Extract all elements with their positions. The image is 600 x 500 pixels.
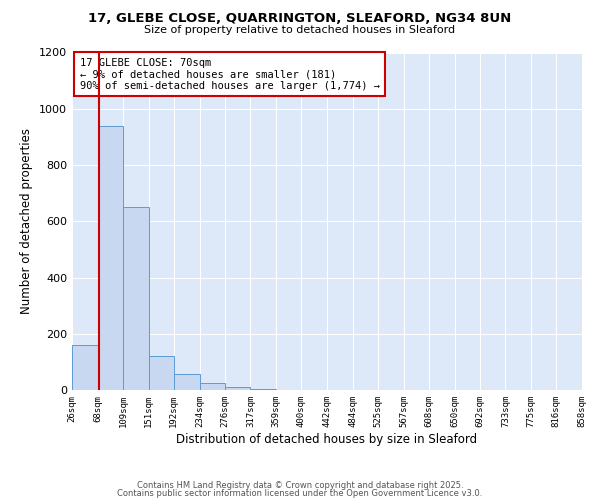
X-axis label: Distribution of detached houses by size in Sleaford: Distribution of detached houses by size …: [176, 432, 478, 446]
Text: Size of property relative to detached houses in Sleaford: Size of property relative to detached ho…: [145, 25, 455, 35]
Bar: [174, 374, 200, 390]
Bar: [123, 207, 149, 390]
Bar: [199, 383, 225, 390]
Text: 17, GLEBE CLOSE, QUARRINGTON, SLEAFORD, NG34 8UN: 17, GLEBE CLOSE, QUARRINGTON, SLEAFORD, …: [88, 12, 512, 26]
Bar: [149, 356, 174, 390]
Text: 17 GLEBE CLOSE: 70sqm
← 9% of detached houses are smaller (181)
90% of semi-deta: 17 GLEBE CLOSE: 70sqm ← 9% of detached h…: [80, 58, 380, 91]
Bar: [98, 126, 123, 390]
Bar: [72, 345, 98, 390]
Bar: [225, 387, 250, 390]
Y-axis label: Number of detached properties: Number of detached properties: [20, 128, 34, 314]
Text: Contains public sector information licensed under the Open Government Licence v3: Contains public sector information licen…: [118, 488, 482, 498]
Text: Contains HM Land Registry data © Crown copyright and database right 2025.: Contains HM Land Registry data © Crown c…: [137, 481, 463, 490]
